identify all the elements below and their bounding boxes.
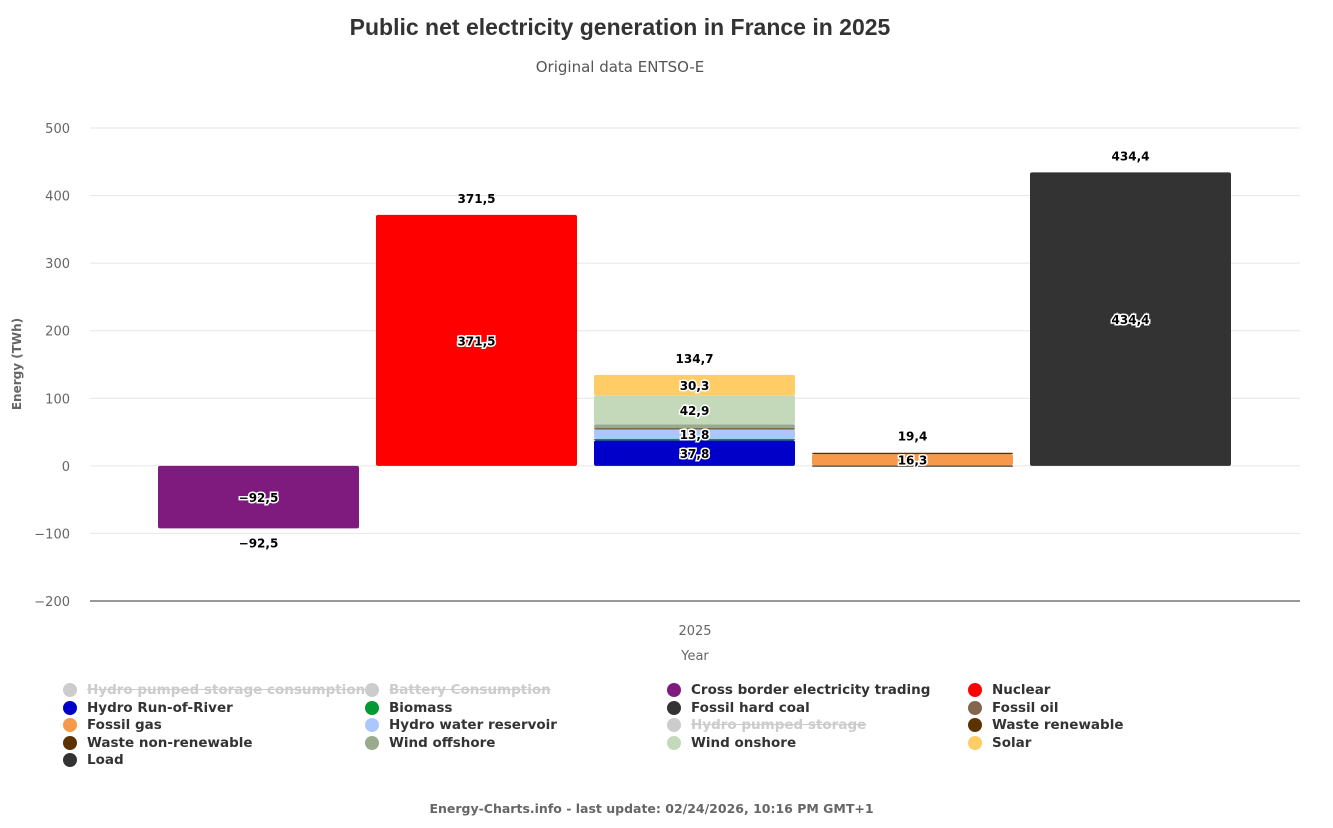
y-axis-title: Energy (TWh) bbox=[10, 318, 24, 410]
legend-label: Solar bbox=[992, 734, 1032, 751]
stack-total-label: 371,5 bbox=[458, 192, 496, 206]
y-tick-label: 500 bbox=[45, 122, 70, 137]
legend-marker-icon bbox=[63, 718, 77, 732]
legend-item-wind-onshore[interactable]: Wind onshore bbox=[667, 735, 796, 751]
legend-label: Nuclear bbox=[992, 682, 1051, 698]
legend-item-waste-renewable[interactable]: Waste renewable bbox=[968, 717, 1123, 733]
legend-item-hydro-water-reservoir[interactable]: Hydro water reservoir bbox=[365, 717, 557, 733]
data-label: 42,9 bbox=[680, 404, 710, 418]
legend-label: Load bbox=[87, 752, 124, 768]
legend-marker-icon bbox=[63, 753, 77, 767]
legend-label: Wind onshore bbox=[691, 734, 797, 751]
y-tick-label: 0 bbox=[62, 460, 70, 475]
legend-item-fossil-gas[interactable]: Fossil gas bbox=[63, 717, 162, 733]
legend-marker-icon bbox=[968, 700, 982, 715]
legend-label: Cross border electricity trading bbox=[691, 682, 931, 698]
legend-item-load[interactable]: Load bbox=[63, 752, 124, 768]
chart-title: Public net electricity generation in Fra… bbox=[349, 14, 891, 40]
legend-item-fossil-hard-coal[interactable]: Fossil hard coal bbox=[667, 700, 810, 716]
bar-segment-nuclear bbox=[376, 214, 577, 466]
bar-segment-waste-non-renewable bbox=[812, 452, 1013, 455]
legend-item-nuclear[interactable]: Nuclear bbox=[968, 682, 1050, 698]
legend-marker-icon bbox=[968, 718, 982, 732]
legend-item-hydro-run-of-river[interactable]: Hydro Run-of-River bbox=[63, 700, 233, 716]
legend-label: Fossil hard coal bbox=[691, 699, 810, 716]
stack-total-label: 434,4 bbox=[1112, 149, 1150, 163]
y-tick-label: 400 bbox=[45, 190, 70, 205]
data-label: 16,3 bbox=[898, 454, 928, 468]
bar-segment-fossil-gas bbox=[812, 454, 1013, 466]
bar-segment-solar bbox=[594, 374, 795, 396]
legend-item-hydro-pumped-storage[interactable]: Hydro pumped storage bbox=[667, 717, 866, 733]
legend-label: Fossil gas bbox=[87, 717, 162, 733]
data-label: 371,5 bbox=[458, 334, 496, 348]
y-tick-label: −100 bbox=[34, 527, 70, 542]
footer-credit: Energy-Charts.info - last update: 02/24/… bbox=[429, 801, 874, 816]
bar-segment-hydro-water-reservoir bbox=[594, 429, 795, 439]
bar-segment-hydro-run-of-river bbox=[594, 440, 795, 466]
legend-item-fossil-oil[interactable]: Fossil oil bbox=[968, 700, 1059, 716]
legend-marker-icon bbox=[365, 718, 379, 732]
bar-segment-cross-border-electricity-trading bbox=[158, 465, 359, 529]
bar-segment-biomass bbox=[594, 438, 795, 441]
legend-marker-icon bbox=[667, 683, 681, 697]
legend-marker-icon bbox=[365, 683, 379, 697]
legend-marker-icon bbox=[63, 683, 77, 697]
legend-marker-icon bbox=[365, 700, 379, 715]
legend-item-solar[interactable]: Solar bbox=[968, 735, 1031, 751]
legend-label: Biomass bbox=[389, 699, 453, 716]
stack-total-label: 134,7 bbox=[676, 352, 714, 366]
legend-label: Battery Consumption bbox=[389, 682, 551, 698]
legend-item-wind-offshore[interactable]: Wind offshore bbox=[365, 735, 495, 751]
legend-label: Hydro pumped storage consumption bbox=[87, 682, 366, 698]
bar-segment-waste-renewable bbox=[594, 428, 795, 430]
legend-marker-icon bbox=[667, 700, 681, 715]
legend-label: Hydro water reservoir bbox=[389, 717, 557, 733]
legend-label: Hydro pumped storage bbox=[691, 717, 867, 733]
data-label: −92,5 bbox=[239, 491, 279, 505]
bar-segment-load bbox=[1030, 172, 1231, 466]
y-tick-label: −200 bbox=[34, 595, 70, 610]
legend-marker-icon bbox=[63, 700, 77, 715]
chart-subtitle: Original data ENTSO-E bbox=[535, 58, 705, 76]
legend-label: Waste non-renewable bbox=[87, 734, 253, 751]
legend-label: Waste renewable bbox=[992, 717, 1124, 733]
legend-label: Wind offshore bbox=[389, 734, 496, 751]
legend-item-cross-border-electricity-trading[interactable]: Cross border electricity trading bbox=[667, 682, 930, 698]
legend-marker-icon bbox=[63, 735, 77, 750]
y-tick-label: 300 bbox=[45, 257, 70, 272]
legend-marker-icon bbox=[667, 718, 681, 732]
data-label: 30,3 bbox=[680, 379, 710, 393]
plot-area: −200 −100 0 100 200 300 400 500 2025 Year Energy (… bbox=[10, 122, 1300, 664]
bar-segment-wind-onshore bbox=[594, 395, 795, 425]
legend-item-waste-non-renewable[interactable]: Waste non-renewable bbox=[63, 735, 253, 751]
data-label: 13,8 bbox=[680, 428, 710, 442]
y-tick-label: 200 bbox=[45, 325, 70, 340]
legend-marker-icon bbox=[667, 735, 681, 750]
legend-marker-icon bbox=[968, 683, 982, 697]
bar-segment-wind-offshore bbox=[594, 424, 795, 429]
stack-total-label: 19,4 bbox=[898, 430, 928, 444]
y-tick-label: 100 bbox=[45, 392, 70, 407]
legend-marker-icon bbox=[968, 735, 982, 750]
x-axis-title: Year bbox=[680, 649, 709, 664]
legend-marker-icon bbox=[365, 735, 379, 750]
stack-total-label: −92,5 bbox=[239, 536, 279, 550]
legend-label: Fossil oil bbox=[992, 699, 1059, 716]
legend-item-biomass[interactable]: Biomass bbox=[365, 700, 452, 716]
data-label: 37,8 bbox=[680, 447, 710, 461]
data-label: 434,4 bbox=[1112, 313, 1150, 327]
legend-label: Hydro Run-of-River bbox=[87, 699, 233, 716]
legend-item-hydro-pumped-storage-consumption[interactable]: Hydro pumped storage consumption bbox=[63, 682, 365, 698]
bar-segment-fossil-oil bbox=[812, 465, 1013, 467]
legend-item-battery-consumption[interactable]: Battery Consumption bbox=[365, 682, 551, 698]
x-tick-label: 2025 bbox=[678, 624, 711, 639]
